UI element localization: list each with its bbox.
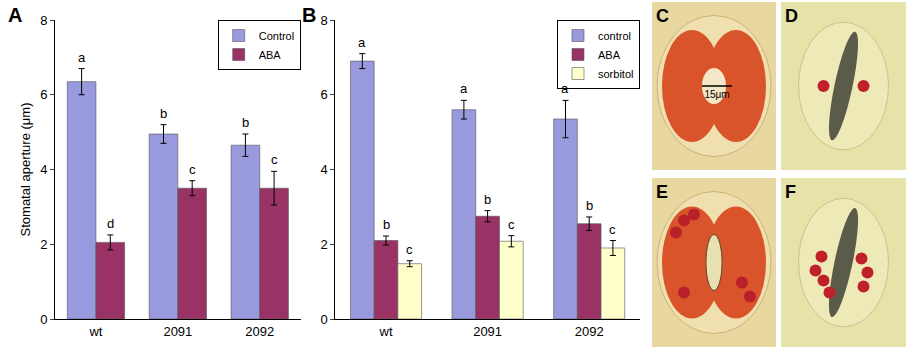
svg-text:8: 8: [320, 13, 327, 28]
svg-text:ABA: ABA: [598, 49, 621, 61]
svg-text:0: 0: [320, 312, 327, 327]
svg-text:b: b: [160, 106, 167, 121]
svg-text:ABA: ABA: [259, 49, 282, 61]
svg-text:wt: wt: [379, 324, 393, 339]
svg-text:A: A: [8, 4, 22, 26]
svg-text:E: E: [656, 182, 668, 202]
svg-text:b: b: [242, 115, 249, 130]
svg-text:a: a: [460, 81, 468, 96]
svg-text:8: 8: [40, 13, 47, 28]
svg-text:wt: wt: [88, 324, 102, 339]
svg-text:2091: 2091: [473, 324, 502, 339]
svg-text:d: d: [107, 216, 114, 231]
svg-text:2092: 2092: [245, 324, 274, 339]
svg-text:a: a: [358, 35, 366, 50]
svg-text:0: 0: [40, 312, 47, 327]
svg-text:c: c: [406, 242, 413, 257]
svg-text:c: c: [271, 152, 278, 167]
svg-text:2092: 2092: [575, 324, 604, 339]
svg-text:C: C: [656, 6, 669, 26]
svg-text:6: 6: [320, 87, 327, 102]
svg-text:2: 2: [40, 237, 47, 252]
svg-text:4: 4: [320, 162, 327, 177]
svg-text:D: D: [785, 6, 798, 26]
svg-text:b: b: [586, 198, 593, 213]
svg-text:a: a: [78, 50, 86, 65]
svg-text:c: c: [609, 222, 616, 237]
svg-text:b: b: [383, 217, 390, 232]
svg-text:sorbitol: sorbitol: [598, 68, 633, 80]
svg-text:6: 6: [40, 87, 47, 102]
svg-text:B: B: [302, 4, 316, 26]
svg-text:Control: Control: [259, 30, 294, 42]
svg-text:control: control: [598, 30, 631, 42]
svg-text:2091: 2091: [163, 324, 192, 339]
svg-text:4: 4: [40, 162, 47, 177]
svg-text:c: c: [189, 162, 196, 177]
svg-text:c: c: [508, 217, 515, 232]
svg-text:F: F: [785, 182, 796, 202]
svg-text:15μm: 15μm: [704, 89, 729, 100]
svg-text:b: b: [484, 192, 491, 207]
svg-text:a: a: [561, 81, 569, 96]
svg-text:Stomatal aperture (μm): Stomatal aperture (μm): [18, 103, 33, 237]
svg-text:2: 2: [320, 237, 327, 252]
